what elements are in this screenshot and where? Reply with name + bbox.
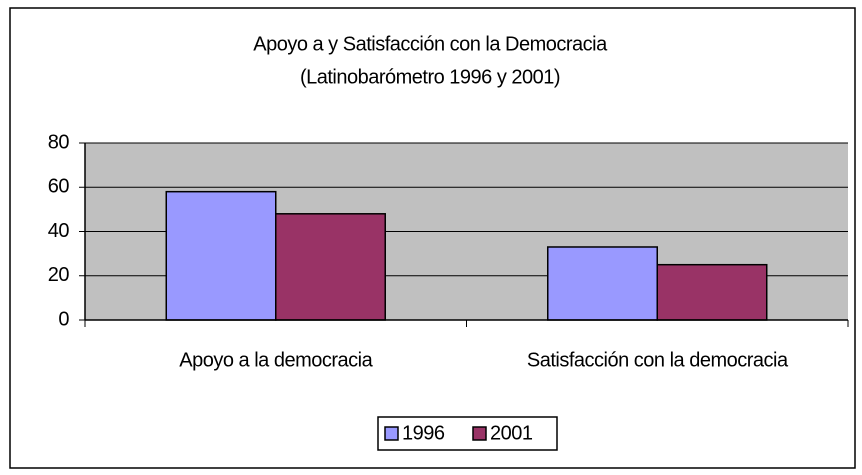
bar — [165, 190, 277, 321]
y-tick-label: 0 — [58, 308, 69, 330]
legend-label: 1996 — [402, 422, 445, 444]
legend-swatch — [384, 426, 399, 441]
legend-label: 2001 — [490, 422, 533, 444]
legend — [377, 416, 558, 451]
bar — [547, 246, 659, 321]
x-tick-label: Apoyo a la democracia — [179, 349, 373, 371]
y-tick-label: 80 — [48, 131, 70, 153]
bar — [275, 213, 386, 321]
bar — [656, 263, 768, 321]
x-tick-label: Satisfacción con la democracia — [527, 349, 789, 371]
legend-swatch — [472, 426, 487, 441]
y-tick-label: 60 — [48, 176, 70, 198]
chart-subtitle: (Latinobarómetro 1996 y 2001) — [300, 66, 560, 88]
chart-title: Apoyo a y Satisfacción con la Democracia — [253, 33, 608, 55]
y-tick-label: 20 — [48, 264, 70, 286]
y-tick-label: 40 — [48, 220, 70, 242]
